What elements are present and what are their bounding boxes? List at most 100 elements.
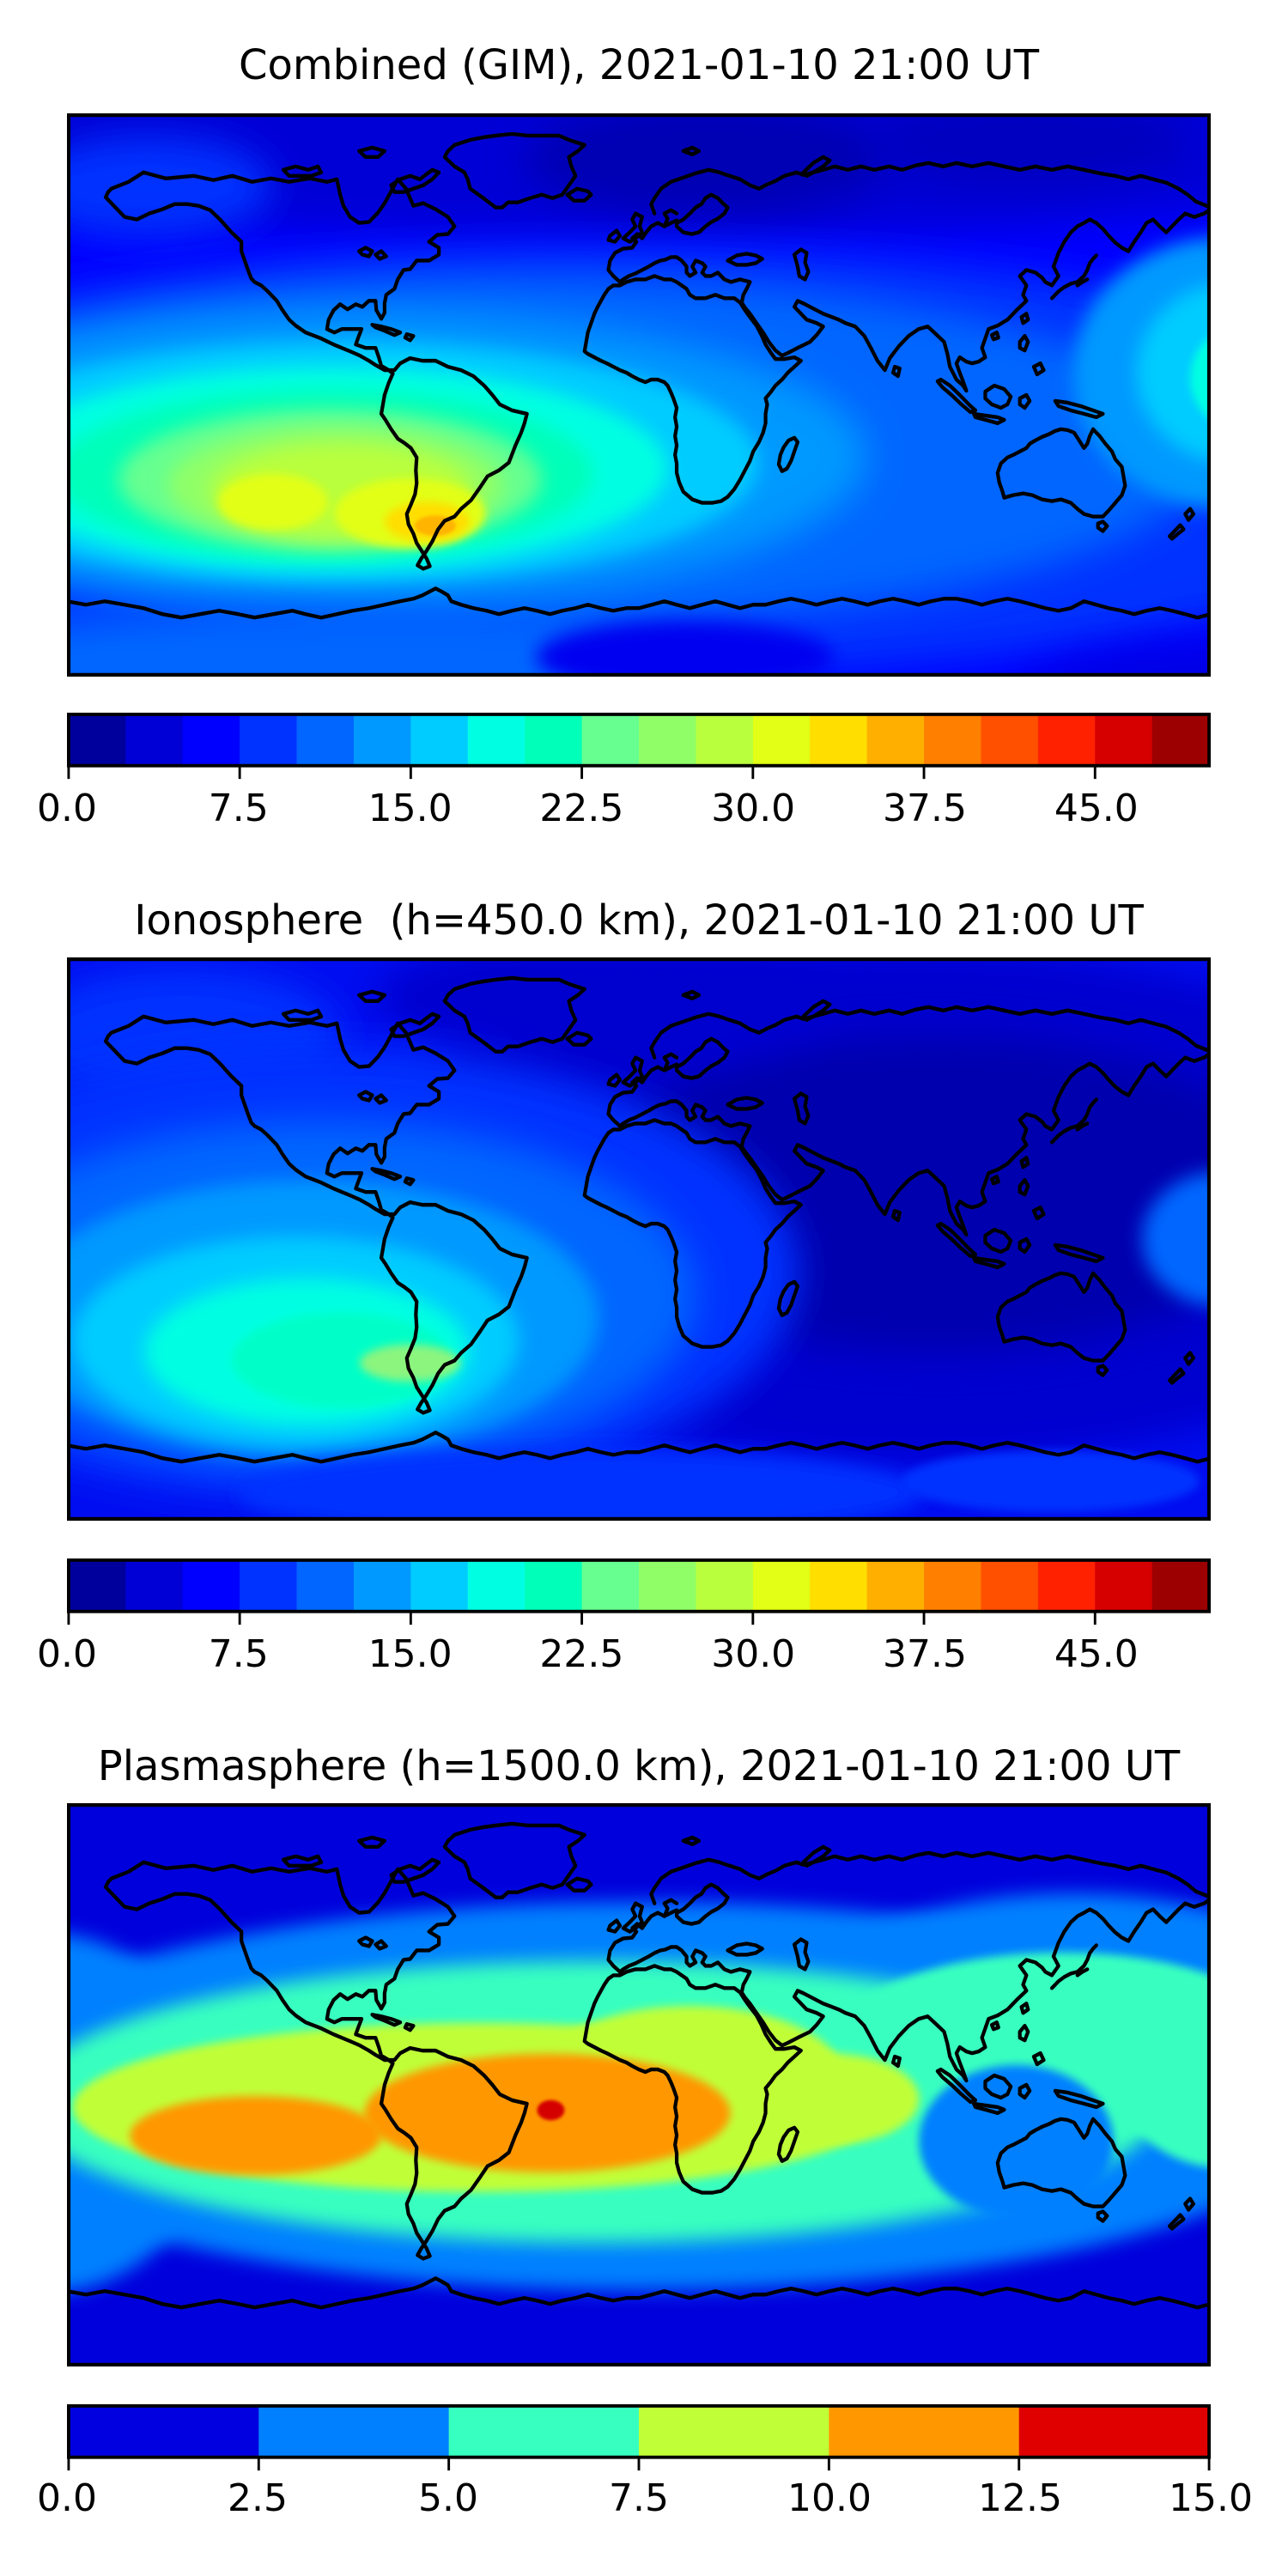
colorbar-segment xyxy=(752,714,811,766)
colorbar-segments xyxy=(68,714,1211,766)
colorbar-tick-label: 15.0 xyxy=(368,1632,453,1676)
colorbar-tick-label: 10.0 xyxy=(787,2476,872,2520)
contour-band xyxy=(902,1450,1200,1513)
colorbar-tick-marks xyxy=(67,1611,1097,1625)
contour-band xyxy=(375,957,834,1060)
contour-band xyxy=(217,473,328,531)
colorbar-segment xyxy=(125,1559,184,1612)
colorbar-segment xyxy=(981,714,1039,766)
colorbar-tick-label: 0.0 xyxy=(37,1632,97,1676)
colorbar-tick-label: 7.5 xyxy=(208,1632,269,1676)
colorbar-segment xyxy=(467,714,526,766)
colorbar-segment xyxy=(1037,714,1097,766)
colorbar-tick-label: 45.0 xyxy=(1054,787,1139,830)
colorbar-tick-marks xyxy=(67,2457,1211,2471)
colorbar-segment xyxy=(525,714,583,766)
colorbar-segment xyxy=(410,714,469,766)
colorbar-tick-label: 15.0 xyxy=(1169,2476,1253,2520)
colorbar-tick-label: 7.5 xyxy=(208,787,269,830)
colorbar-segment xyxy=(1151,714,1211,766)
colorbar-segment xyxy=(240,714,298,766)
colorbar-tick-label: 0.0 xyxy=(37,787,97,830)
colorbar-segment xyxy=(639,714,697,766)
contour-band xyxy=(867,113,1188,187)
tec-contour-field xyxy=(67,1893,1211,2292)
contour-band xyxy=(130,2096,382,2175)
colorbar-tick-label: 22.5 xyxy=(539,1632,624,1676)
colorbar-segment xyxy=(182,714,241,766)
colorbar-segment xyxy=(810,1559,868,1612)
contour-band xyxy=(1190,336,1211,420)
colorbar-tick-labels: 0.0 7.5 15.0 22.5 30.0 37.5 45.0 xyxy=(37,1632,1211,1677)
colorbar-tick-labels: 0.0 7.5 15.0 22.5 30.0 37.5 45.0 xyxy=(37,787,1211,831)
colorbar-segment xyxy=(924,714,982,766)
contour-band xyxy=(1142,1172,1211,1306)
colorbar-frame xyxy=(67,713,1211,768)
colorbar-segment xyxy=(258,2405,450,2458)
contour-band xyxy=(747,2053,920,2144)
colorbar-tick-label: 30.0 xyxy=(711,787,796,830)
colorbar-segment xyxy=(240,1559,298,1612)
colorbar-segment xyxy=(125,714,184,766)
colorbar-segment xyxy=(581,1559,640,1612)
world-map xyxy=(67,957,1211,1521)
map-frame xyxy=(67,1803,1211,2366)
colorbar-segment xyxy=(68,1559,127,1612)
contour-band xyxy=(359,1344,461,1382)
tec-contour-field xyxy=(67,957,1211,1521)
colorbar-segment xyxy=(810,714,868,766)
colorbar-tick-label: 37.5 xyxy=(883,1632,967,1676)
contour-band xyxy=(833,1952,1211,2139)
colorbar-frame xyxy=(67,2404,1211,2459)
colorbar xyxy=(67,713,1211,780)
colorbar-segment xyxy=(639,2405,830,2458)
colorbar-segment xyxy=(866,1559,925,1612)
colorbar-segment xyxy=(924,1559,982,1612)
colorbar-tick-label: 30.0 xyxy=(711,1632,796,1676)
tec-contour-field xyxy=(67,113,1211,677)
colorbar-tick-labels: 0.0 2.5 5.0 7.5 10.0 12.5 15.0 xyxy=(37,2476,1253,2521)
colorbar-segment xyxy=(696,1559,754,1612)
colorbar-frame xyxy=(67,1558,1211,1613)
colorbar-segment xyxy=(410,1559,469,1612)
world-map xyxy=(67,1803,1211,2366)
panel-title: Combined (GIM), 2021-01-10 21:00 UT xyxy=(238,41,1040,89)
colorbar-segment xyxy=(639,1559,697,1612)
contour-band xyxy=(238,1447,925,1521)
contour-band xyxy=(537,2099,565,2121)
colorbar-segment xyxy=(1037,1559,1097,1612)
colorbar-segment xyxy=(1018,2405,1211,2458)
colorbar-segment xyxy=(525,1559,583,1612)
colorbar-segment xyxy=(581,714,640,766)
colorbar-tick-label: 15.0 xyxy=(368,787,453,830)
contour-band xyxy=(231,1312,452,1408)
colorbar-segment xyxy=(1151,1559,1211,1612)
colorbar-segment xyxy=(696,714,754,766)
colorbar-segment xyxy=(296,1559,355,1612)
colorbar-segment xyxy=(866,714,925,766)
contour-band xyxy=(524,113,890,216)
colorbar-tick-label: 7.5 xyxy=(609,2476,669,2520)
contour-band xyxy=(1119,2002,1211,2168)
colorbar-tick-label: 0.0 xyxy=(37,2476,97,2520)
contour-band xyxy=(1032,642,1211,677)
colorbar-segment xyxy=(1095,714,1153,766)
colorbar-segment xyxy=(1095,1559,1153,1612)
colorbar-tick-label: 5.0 xyxy=(417,2476,478,2520)
map-frame xyxy=(67,113,1211,677)
contour-band xyxy=(1136,284,1211,460)
colorbar-segment xyxy=(981,1559,1039,1612)
colorbar-segment xyxy=(182,1559,241,1612)
colorbar-segment xyxy=(353,1559,412,1612)
world-map xyxy=(67,113,1211,677)
colorbar-segment xyxy=(448,2405,640,2458)
colorbar-segment xyxy=(296,714,355,766)
colorbar-segments xyxy=(68,2405,1211,2458)
colorbar-segment xyxy=(353,714,412,766)
colorbar-tick-marks xyxy=(67,765,1097,780)
contour-band xyxy=(536,620,834,677)
colorbar-segment xyxy=(68,2405,260,2458)
colorbar xyxy=(67,1558,1211,1625)
map-frame xyxy=(67,957,1211,1521)
